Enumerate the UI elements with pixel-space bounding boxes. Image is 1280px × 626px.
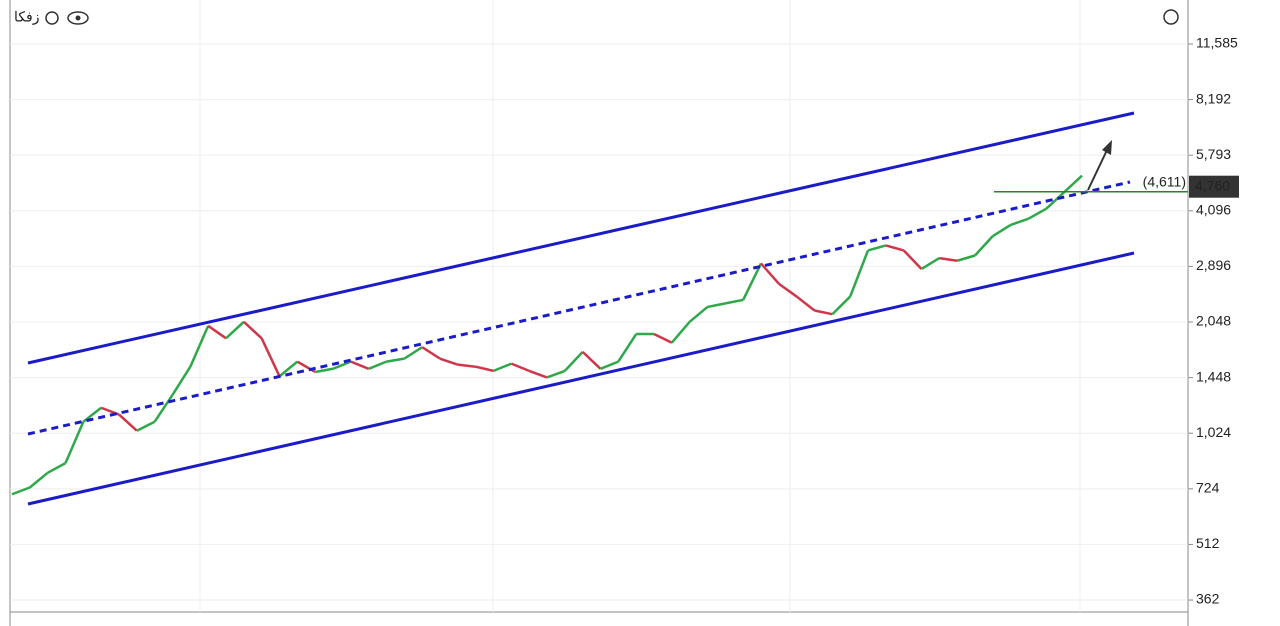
price-segment [653,332,673,344]
price-segment [314,367,334,374]
price-segment [225,320,245,340]
price-segment [725,298,744,305]
y-tick-label: 2,048 [1196,313,1231,329]
last-price-box [1189,175,1239,198]
last-price-label: 4,760 [1195,177,1230,193]
price-segment [563,351,584,372]
price-segment [64,421,85,464]
price-segment [814,309,833,316]
y-tick-label: 362 [1196,591,1220,607]
arrow-head [1102,140,1112,155]
price-segment [795,295,816,312]
price-segment [1010,217,1029,227]
y-tick-label: 11,585 [1196,35,1238,51]
channel [27,111,1135,506]
price-segment [885,244,905,252]
y-tick-label: 5,793 [1196,146,1231,162]
y-tick-label: 2,896 [1196,257,1231,273]
price-segment [207,324,227,340]
price-segment [1045,191,1066,210]
price-segment [831,295,852,316]
price-segment [11,486,31,496]
price-segment [493,362,512,373]
price-segment [136,420,156,432]
price-segment [368,360,387,370]
arrow [1087,140,1112,191]
price-marks [11,174,1083,496]
price-segment [189,325,210,368]
grid [10,43,1188,601]
price-segment [1027,207,1047,220]
channel-lower [27,251,1135,506]
price-segment [1063,174,1083,194]
price-segment [867,244,887,252]
price-segment [688,305,709,323]
y-tick-label: 724 [1196,480,1220,496]
price-segment [707,302,726,309]
price-segment [47,461,67,474]
price-segment [457,363,476,368]
price-segment [974,235,994,257]
channel-middle [27,180,1131,436]
visibility-icon[interactable] [67,11,89,25]
price-segment [153,394,174,423]
price-segment [439,357,459,366]
price-segment [242,320,263,340]
price-segment [546,369,566,379]
y-tick-label: 1,024 [1196,424,1231,440]
price-segment [581,350,602,370]
price-segment [956,254,976,262]
price-segment [617,333,638,363]
vertical-grid [199,0,1081,612]
price-segment [528,369,548,379]
price-segment [902,249,923,270]
price-segment [350,360,370,370]
price-segment [118,413,138,432]
price-segment [760,262,780,285]
price-segment [992,223,1012,238]
y-tick-label: 8,192 [1196,90,1231,106]
price-segment [332,360,352,370]
price-segment [742,262,763,301]
visibility-pupil [75,15,81,21]
price-segment [29,471,49,489]
price-segment [600,360,619,370]
price-segment [278,360,299,378]
price-segment [403,346,423,360]
price-segment [260,337,281,377]
price-segment [510,362,530,373]
price-segment [475,365,494,373]
y-tick-label: 1,448 [1196,368,1231,384]
channel-upper [27,111,1135,365]
price-segment [778,282,798,298]
price-segment [849,249,870,298]
price-segment [920,257,940,271]
y-tick-label: 4,096 [1196,202,1231,218]
settings-icon[interactable] [45,11,59,25]
toolbar: زفکا [14,9,1179,26]
price-segment [670,321,691,344]
price-segment [171,366,192,396]
crosshair-icon[interactable] [1163,9,1179,25]
price-segment [421,346,441,360]
symbol: زفکا [14,9,39,26]
price-segment [386,357,405,363]
arrow-shaft [1087,147,1109,191]
y-tick-label: 512 [1196,535,1220,551]
price-segment [939,256,958,262]
level-label: (4,611) [1143,174,1186,190]
